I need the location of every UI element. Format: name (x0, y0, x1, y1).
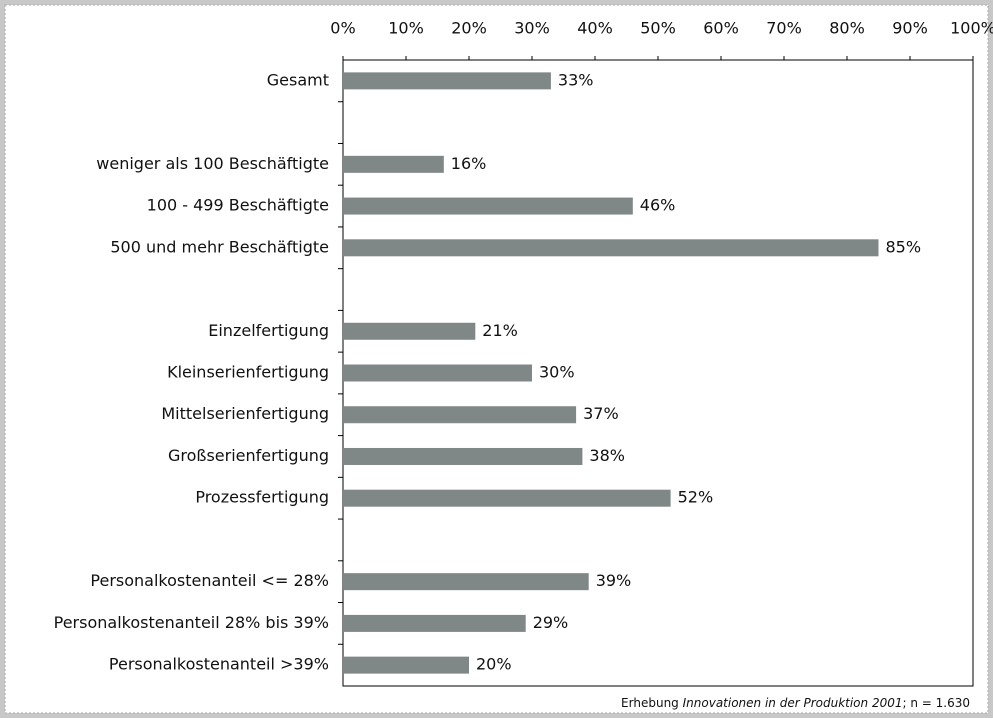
value-label: 38% (589, 446, 625, 465)
value-label: 16% (451, 154, 487, 173)
y-tick-label: 100 - 499 Beschäftigte (147, 196, 329, 215)
x-tick-label: 20% (451, 19, 487, 38)
x-tick-label: 10% (388, 19, 424, 38)
y-tick-label: Prozessfertigung (195, 488, 329, 507)
bar (343, 322, 476, 340)
y-tick-label: Personalkostenanteil >39% (109, 655, 329, 674)
value-label: 20% (476, 655, 512, 674)
value-label: 29% (533, 613, 569, 632)
y-tick-label: Personalkostenanteil <= 28% (90, 571, 329, 590)
value-label: 52% (678, 488, 714, 507)
y-tick-label: Kleinserienfertigung (167, 363, 329, 382)
x-tick-label: 30% (514, 19, 550, 38)
y-tick-label: Einzelfertigung (208, 321, 329, 340)
bar (343, 447, 583, 465)
value-label: 85% (886, 237, 922, 256)
y-tick-label: Großserienfertigung (168, 446, 329, 465)
value-label: 21% (482, 321, 518, 340)
y-tick-label: 500 und mehr Beschäftigte (110, 237, 329, 256)
bar (343, 72, 551, 90)
x-tick-label: 0% (330, 19, 355, 38)
bar (343, 406, 577, 424)
value-label: 46% (640, 196, 676, 215)
bar (343, 573, 589, 591)
source-prefix: Erhebung (621, 696, 679, 710)
source-note: Erhebung Innovationen in der Produktion … (621, 696, 970, 710)
y-tick-label: weniger als 100 Beschäftigte (96, 154, 329, 173)
x-tick-label: 90% (892, 19, 928, 38)
bar (343, 489, 671, 507)
x-tick-label: 80% (829, 19, 865, 38)
x-tick-label: 50% (640, 19, 676, 38)
source-title: Innovationen in der Produktion 2001 (683, 696, 903, 710)
bar (343, 197, 633, 215)
bar (343, 656, 469, 674)
source-suffix: ; n = 1.630 (903, 696, 971, 710)
value-label: 30% (539, 363, 575, 382)
x-tick-label: 40% (577, 19, 613, 38)
x-tick-label: 60% (703, 19, 739, 38)
value-label: 39% (596, 571, 632, 590)
bar (343, 155, 444, 173)
y-tick-label: Mittelserienfertigung (161, 404, 329, 423)
y-tick-label: Gesamt (267, 70, 329, 89)
bar (343, 239, 879, 257)
x-tick-label: 100% (950, 19, 993, 38)
bar (343, 614, 526, 632)
value-label: 37% (583, 404, 619, 423)
y-tick-label: Personalkostenanteil 28% bis 39% (54, 613, 329, 632)
x-tick-label: 70% (766, 19, 802, 38)
bar (343, 364, 532, 382)
value-label: 33% (558, 70, 594, 89)
